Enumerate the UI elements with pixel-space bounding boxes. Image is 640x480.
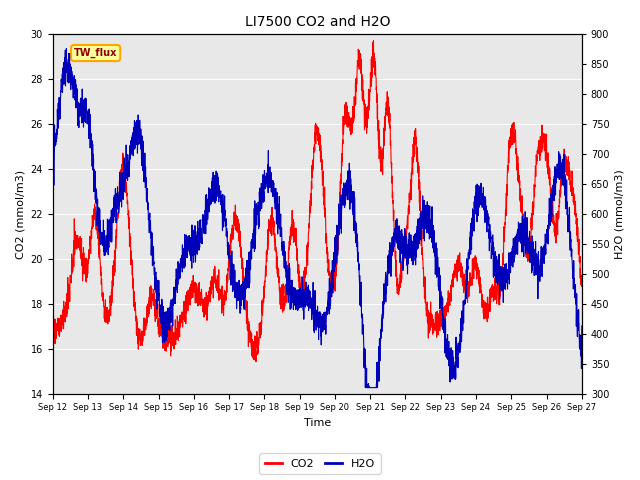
CO2	[252, 348, 259, 354]
H2O	[511, 250, 518, 255]
X-axis label: Time: Time	[303, 418, 331, 428]
Y-axis label: H2O (mmol/m3): H2O (mmol/m3)	[615, 169, 625, 259]
Legend: CO2, H2O: CO2, H2O	[259, 453, 381, 474]
H2O	[578, 323, 586, 329]
H2O	[362, 385, 369, 391]
H2O	[49, 154, 56, 160]
CO2	[370, 38, 378, 44]
CO2	[109, 283, 117, 289]
H2O	[568, 246, 575, 252]
Line: H2O: H2O	[52, 48, 582, 388]
CO2	[252, 359, 260, 364]
CO2	[511, 139, 518, 144]
H2O	[141, 172, 148, 178]
Text: TW_flux: TW_flux	[74, 48, 117, 58]
CO2	[578, 281, 586, 287]
CO2	[275, 280, 283, 286]
H2O	[63, 46, 70, 51]
CO2	[141, 325, 148, 331]
H2O	[275, 218, 283, 224]
CO2	[568, 191, 575, 197]
Y-axis label: CO2 (mmol/m3): CO2 (mmol/m3)	[15, 169, 25, 259]
Line: CO2: CO2	[52, 41, 582, 361]
CO2	[49, 340, 56, 346]
Title: LI7500 CO2 and H2O: LI7500 CO2 and H2O	[244, 15, 390, 29]
H2O	[109, 214, 117, 219]
H2O	[252, 215, 260, 221]
